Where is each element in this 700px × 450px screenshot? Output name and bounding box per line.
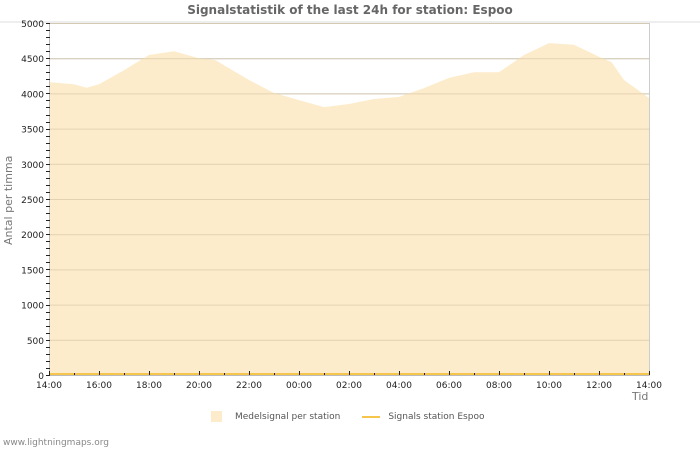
x-tick-label: 22:00 bbox=[236, 381, 262, 391]
y-tick-label: 1500 bbox=[21, 266, 44, 276]
y-tick-label: 2500 bbox=[21, 196, 44, 206]
x-tick-label: 00:00 bbox=[286, 381, 312, 391]
y-tick-label: 3500 bbox=[21, 126, 44, 136]
legend-item-average: Medelsignal per station bbox=[235, 411, 341, 422]
x-tick-label: 08:00 bbox=[486, 381, 512, 391]
x-tick-label: 10:00 bbox=[536, 381, 562, 391]
y-tick-label: 5000 bbox=[21, 20, 44, 30]
x-axis-label: Tid bbox=[632, 390, 649, 403]
x-tick-label: 18:00 bbox=[136, 381, 162, 391]
y-tick-label: 0 bbox=[38, 372, 44, 382]
x-tick-label: 16:00 bbox=[86, 381, 112, 391]
x-tick-label: 06:00 bbox=[436, 381, 462, 391]
x-tick-label: 12:00 bbox=[586, 381, 612, 391]
y-axis-label: Antal per timma bbox=[2, 155, 15, 245]
x-tick-label: 14:00 bbox=[36, 381, 62, 391]
y-tick-label: 4500 bbox=[21, 55, 44, 65]
legend-item-station: Signals station Espoo bbox=[388, 411, 485, 422]
legend-area-swatch-icon bbox=[211, 411, 222, 422]
area-series-average bbox=[49, 43, 649, 375]
source-credit: www.lightningmaps.org bbox=[3, 438, 109, 448]
legend-line-swatch-icon bbox=[362, 415, 381, 418]
x-tick-label: 02:00 bbox=[336, 381, 362, 391]
x-tick-label: 14:00 bbox=[636, 381, 662, 391]
x-tick-label: 04:00 bbox=[386, 381, 412, 391]
x-tick-label: 20:00 bbox=[186, 381, 212, 391]
y-tick-label: 500 bbox=[27, 337, 44, 347]
y-tick-label: 3000 bbox=[21, 161, 44, 171]
y-tick-label: 2000 bbox=[21, 231, 44, 241]
y-tick-label: 1000 bbox=[21, 302, 44, 312]
y-tick-label: 4000 bbox=[21, 90, 44, 100]
chart-title: Signalstatistik of the last 24h for stat… bbox=[187, 3, 513, 17]
chart-legend: Medelsignal per station Signals station … bbox=[211, 411, 484, 422]
